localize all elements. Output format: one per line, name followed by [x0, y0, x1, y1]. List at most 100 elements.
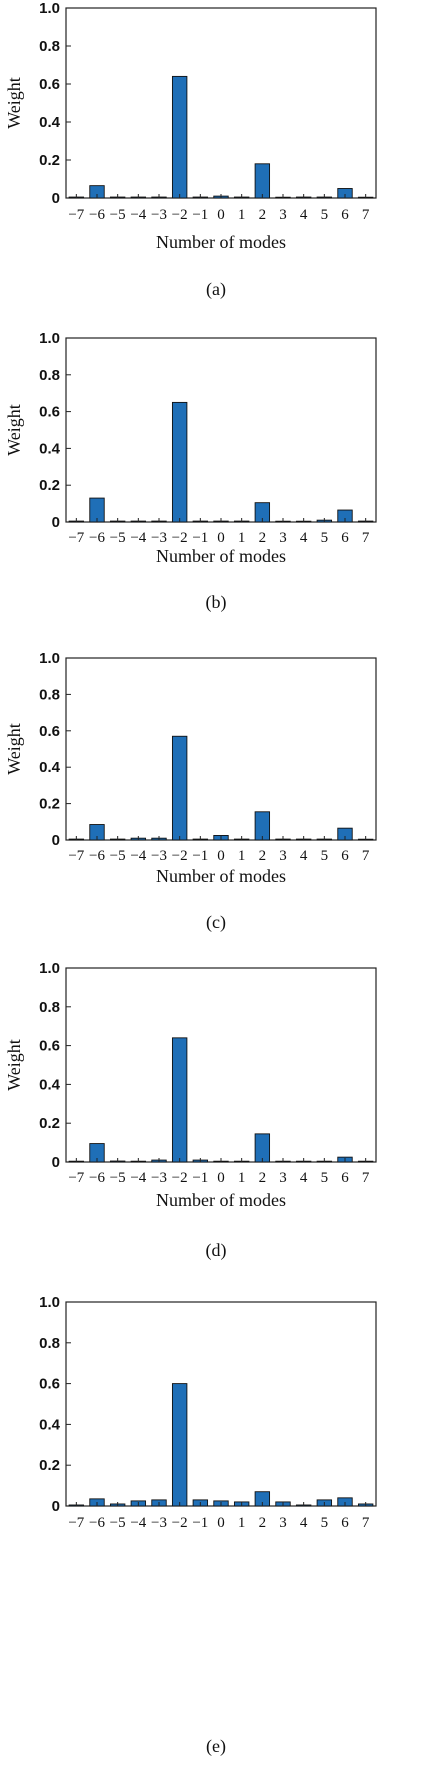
x-tick-label: −3 — [151, 530, 167, 546]
x-tick-label: −6 — [89, 848, 105, 864]
panel-caption: (e) — [206, 1736, 226, 1757]
x-tick-label: −1 — [192, 530, 208, 546]
y-tick-label: 0.2 — [39, 152, 60, 169]
x-tick-label: −2 — [172, 848, 188, 864]
y-axis-label: Weight — [4, 77, 24, 129]
x-tick-label: −2 — [172, 1515, 188, 1531]
x-axis-label: Number of modes — [156, 866, 286, 886]
x-tick-label: −3 — [151, 1515, 167, 1531]
y-tick-label: 0.6 — [39, 1376, 60, 1393]
x-tick-label: −3 — [151, 1170, 167, 1186]
x-tick-label: −6 — [89, 1170, 105, 1186]
x-tick-label: 2 — [259, 848, 267, 864]
x-tick-label: −6 — [89, 530, 105, 546]
x-tick-label: −7 — [68, 1170, 84, 1186]
x-tick-label: −4 — [130, 1170, 146, 1186]
x-tick-label: 1 — [238, 848, 246, 864]
x-tick-label: −4 — [130, 530, 146, 546]
y-tick-label: 0.4 — [39, 759, 61, 776]
x-tick-label: −3 — [151, 848, 167, 864]
x-tick-label: 7 — [362, 207, 370, 223]
x-tick-label: 6 — [341, 1170, 349, 1186]
x-tick-label: −3 — [151, 207, 167, 223]
panel-caption: (d) — [206, 1240, 227, 1261]
y-axis-label: Weight — [4, 1039, 24, 1091]
x-tick-label: −2 — [172, 530, 188, 546]
x-axis-label: Number of modes — [156, 232, 286, 252]
x-tick-label: 7 — [362, 1170, 370, 1186]
axes-frame — [65, 1301, 377, 1507]
y-tick-label: 0 — [52, 832, 60, 849]
y-axis-label: Weight — [4, 404, 24, 456]
x-tick-label: 5 — [321, 207, 329, 223]
x-tick-label: −7 — [68, 207, 84, 223]
y-tick-label: 0.4 — [39, 440, 61, 457]
x-tick-label: 5 — [321, 1515, 329, 1531]
x-tick-label: 4 — [300, 1170, 308, 1186]
x-tick-label: 6 — [341, 848, 349, 864]
x-tick-label: −7 — [68, 530, 84, 546]
x-axis-label: Number of modes — [156, 546, 286, 566]
y-tick-label: 0 — [52, 1154, 60, 1171]
y-tick-label: 0.2 — [39, 1115, 60, 1132]
y-axis-label: Weight — [4, 723, 24, 775]
x-tick-label: 4 — [300, 207, 308, 223]
y-tick-label: 1.0 — [39, 330, 60, 347]
y-tick-label: 0.8 — [39, 38, 60, 55]
x-tick-label: −1 — [192, 1170, 208, 1186]
x-tick-label: 5 — [321, 848, 329, 864]
y-tick-label: 0.6 — [39, 404, 60, 421]
bar-5 — [171, 1383, 188, 1507]
x-tick-label: 7 — [362, 1515, 370, 1531]
x-tick-label: 4 — [300, 848, 308, 864]
y-tick-label: 0.6 — [39, 1038, 60, 1055]
x-tick-label: 1 — [238, 1515, 246, 1531]
y-tick-label: 0 — [52, 1498, 60, 1515]
x-axis-label: Number of modes — [156, 1190, 286, 1210]
y-tick-label: 0.6 — [39, 76, 60, 93]
x-tick-label: 2 — [259, 530, 267, 546]
x-tick-label: 3 — [279, 848, 287, 864]
y-tick-label: 1.0 — [39, 1294, 60, 1311]
x-tick-label: 2 — [259, 1170, 267, 1186]
x-tick-label: −6 — [89, 1515, 105, 1531]
x-tick-label: −5 — [110, 848, 126, 864]
panel-caption: (c) — [206, 912, 226, 933]
y-tick-label: 0.4 — [39, 114, 61, 131]
x-tick-label: 3 — [279, 1515, 287, 1531]
x-tick-label: 5 — [321, 530, 329, 546]
x-tick-label: 3 — [279, 530, 287, 546]
x-tick-label: 4 — [300, 530, 308, 546]
x-tick-label: 2 — [259, 1515, 267, 1531]
y-tick-label: 0.2 — [39, 477, 60, 494]
x-tick-label: 5 — [321, 1170, 329, 1186]
y-tick-label: 0.8 — [39, 1335, 60, 1352]
x-tick-label: 0 — [217, 530, 225, 546]
x-tick-label: −6 — [89, 207, 105, 223]
y-tick-label: 0 — [52, 190, 60, 207]
y-tick-label: 0.8 — [39, 367, 60, 384]
x-tick-label: −5 — [110, 207, 126, 223]
x-tick-label: 0 — [217, 207, 225, 223]
x-tick-label: 1 — [238, 207, 246, 223]
y-tick-label: 0.4 — [39, 1416, 61, 1433]
x-tick-label: −4 — [130, 1515, 146, 1531]
x-tick-label: 0 — [217, 1515, 225, 1531]
x-tick-label: −5 — [110, 530, 126, 546]
y-tick-label: 0.4 — [39, 1076, 61, 1093]
x-tick-label: −5 — [110, 1170, 126, 1186]
x-tick-label: 4 — [300, 1515, 308, 1531]
y-tick-label: 1.0 — [39, 650, 60, 667]
x-tick-label: −5 — [110, 1515, 126, 1531]
y-tick-label: 1.0 — [39, 0, 60, 17]
x-tick-label: 2 — [259, 207, 267, 223]
y-tick-label: 0.6 — [39, 723, 60, 740]
y-tick-label: 1.0 — [39, 960, 60, 977]
x-tick-label: −1 — [192, 848, 208, 864]
x-tick-label: 3 — [279, 207, 287, 223]
